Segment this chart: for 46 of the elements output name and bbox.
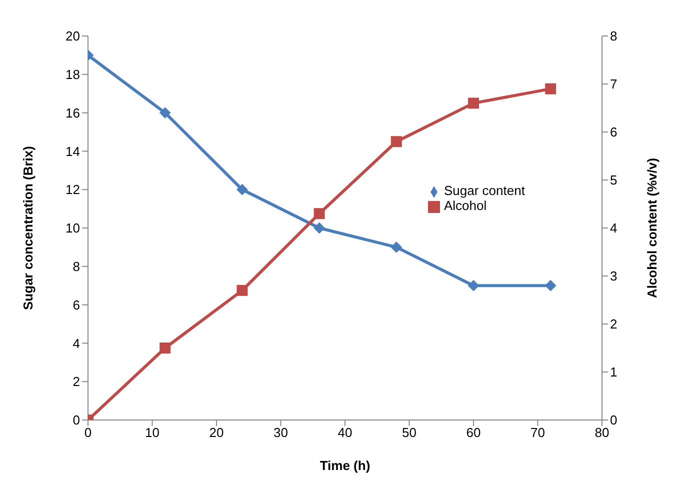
y2-tick-label: 3 xyxy=(610,268,618,284)
point xyxy=(160,342,171,354)
legend-label: Sugar content xyxy=(444,183,525,198)
y2-tick-label: 4 xyxy=(610,220,618,236)
y-tick-label: 2 xyxy=(72,374,80,390)
point xyxy=(160,107,171,118)
y2-tick-label: 7 xyxy=(610,76,618,92)
legend-label: Alcohol xyxy=(444,198,487,213)
y-tick-label: 8 xyxy=(72,259,80,274)
y-tick-label: 0 xyxy=(72,412,80,428)
point xyxy=(468,98,479,109)
point xyxy=(545,280,556,292)
y-axis-title: Sugar concentration (Brix) xyxy=(20,146,36,310)
y-tick-label: 16 xyxy=(66,105,80,120)
x-tick-label: 0 xyxy=(84,425,92,440)
y2-axis-title: Alcohol content (%v/v) xyxy=(644,158,660,298)
x-tick-label: 80 xyxy=(594,425,610,440)
y-tick-label: 20 xyxy=(66,28,80,44)
x-tick-label: 50 xyxy=(402,425,416,440)
point xyxy=(545,83,556,94)
x-tick-label: 20 xyxy=(209,425,224,440)
y-tick-label: 6 xyxy=(72,297,80,312)
x-tick-label: 30 xyxy=(274,425,288,440)
x-tick-label: 60 xyxy=(466,425,481,440)
y-tick-label: 14 xyxy=(66,144,80,159)
point xyxy=(390,242,402,253)
point xyxy=(236,184,248,196)
y-tick-label: 18 xyxy=(66,67,80,82)
y-tick-label: 12 xyxy=(66,182,80,198)
point xyxy=(314,208,325,220)
x-tick-label: 70 xyxy=(530,425,545,440)
point xyxy=(390,136,402,148)
y2-tick-label: 2 xyxy=(610,316,618,332)
point xyxy=(314,222,325,234)
y-tick-label: 10 xyxy=(66,220,80,236)
point xyxy=(468,280,479,292)
y2-tick-label: 0 xyxy=(610,412,618,428)
y2-tick-label: 6 xyxy=(610,124,618,140)
x-tick-label: 10 xyxy=(145,425,160,440)
x-tick-label: 40 xyxy=(338,425,352,440)
y-tick-label: 4 xyxy=(72,336,80,351)
point xyxy=(236,284,248,296)
y2-tick-label: 8 xyxy=(610,28,618,44)
y2-tick-label: 5 xyxy=(610,172,618,188)
y2-tick-label: 1 xyxy=(610,364,618,380)
x-axis-title: Time (h) xyxy=(320,458,370,473)
